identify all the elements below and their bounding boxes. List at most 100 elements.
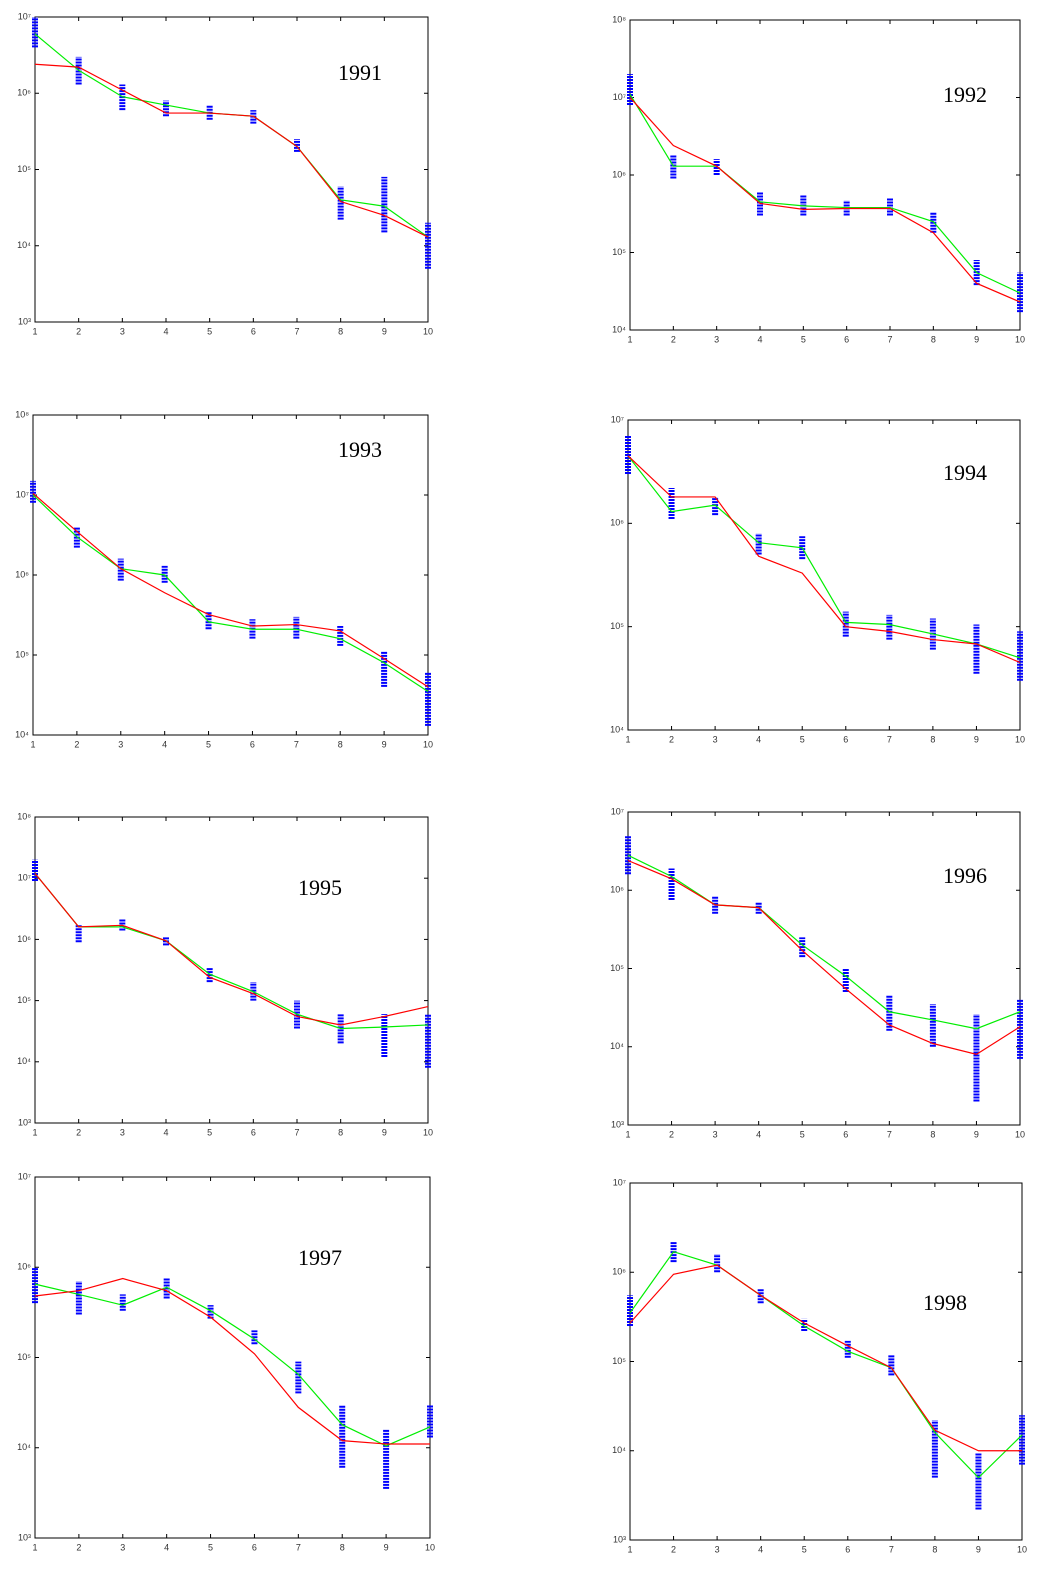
plot-area — [629, 19, 1021, 331]
y-tick-label: 10⁷ — [611, 806, 624, 816]
y-tick-label: 10⁵ — [17, 995, 31, 1005]
x-tick-label: 10 — [1017, 1544, 1027, 1554]
x-tick-label: 6 — [251, 326, 256, 336]
x-tick-label: 9 — [974, 1129, 979, 1139]
y-tick-label: 10⁷ — [611, 414, 624, 424]
y-tick-label: 10⁸ — [15, 409, 29, 419]
x-tick-label: 5 — [206, 739, 211, 749]
chart-title: 1991 — [338, 60, 382, 85]
x-tick-label: 1 — [625, 1129, 630, 1139]
x-tick-label: 9 — [384, 1542, 389, 1552]
series-line — [627, 854, 1021, 1030]
x-tick-label: 2 — [74, 739, 79, 749]
x-tick-label: 1 — [627, 1544, 632, 1554]
x-tick-label: 9 — [382, 739, 387, 749]
x-tick-label: 7 — [296, 1542, 301, 1552]
x-tick-label: 4 — [758, 1544, 763, 1554]
series-line — [32, 492, 429, 688]
x-tick-label: 1 — [625, 734, 630, 744]
x-tick-label: 3 — [713, 734, 718, 744]
y-tick-label: 10⁶ — [17, 1262, 31, 1272]
y-tick-label: 10⁴ — [612, 1445, 626, 1455]
series-line — [627, 455, 1021, 659]
x-tick-label: 1 — [32, 1542, 37, 1552]
y-tick-label: 10⁵ — [612, 247, 626, 257]
y-tick-label: 10⁴ — [17, 1056, 31, 1066]
x-tick-label: 3 — [118, 739, 123, 749]
x-tick-label: 8 — [338, 739, 343, 749]
y-tick-label: 10⁷ — [16, 489, 29, 499]
x-tick-label: 3 — [713, 1129, 718, 1139]
x-tick-label: 8 — [338, 1127, 343, 1137]
chart-title: 1994 — [943, 460, 987, 485]
x-tick-label: 8 — [930, 1129, 935, 1139]
series-line — [32, 494, 429, 692]
x-tick-label: 4 — [756, 1129, 761, 1139]
x-tick-label: 7 — [294, 326, 299, 336]
y-tick-label: 10⁷ — [613, 1177, 626, 1187]
y-tick-label: 10⁶ — [610, 518, 624, 528]
y-tick-label: 10⁶ — [612, 1267, 626, 1277]
x-tick-label: 10 — [423, 739, 433, 749]
x-tick-label: 8 — [340, 1542, 345, 1552]
x-tick-label: 9 — [382, 1127, 387, 1137]
y-tick-label: 10³ — [18, 316, 31, 326]
y-tick-label: 10⁷ — [613, 92, 626, 102]
x-tick-label: 3 — [120, 1127, 125, 1137]
x-tick-label: 7 — [887, 334, 892, 344]
x-tick-label: 6 — [845, 1544, 850, 1554]
y-tick-label: 10⁸ — [17, 811, 31, 821]
series-line — [629, 93, 1021, 294]
x-tick-label: 9 — [976, 1544, 981, 1554]
plot-area — [627, 419, 1021, 731]
y-tick-label: 10⁵ — [612, 1356, 626, 1366]
plot-area — [32, 414, 429, 736]
x-tick-label: 5 — [207, 326, 212, 336]
y-tick-label: 10⁶ — [15, 569, 29, 579]
x-tick-label: 2 — [76, 1127, 81, 1137]
x-tick-label: 10 — [1015, 734, 1025, 744]
x-tick-label: 3 — [714, 334, 719, 344]
y-tick-label: 10⁶ — [17, 934, 31, 944]
x-tick-label: 6 — [843, 734, 848, 744]
y-tick-label: 10⁶ — [612, 169, 626, 179]
x-tick-label: 5 — [800, 1129, 805, 1139]
x-tick-label: 3 — [120, 1542, 125, 1552]
y-tick-label: 10⁵ — [610, 963, 624, 973]
x-tick-label: 10 — [423, 1127, 433, 1137]
series-line — [627, 859, 1021, 1055]
y-tick-label: 10⁷ — [18, 873, 31, 883]
x-tick-label: 4 — [757, 334, 762, 344]
chart-title: 1997 — [298, 1245, 342, 1270]
plot-area — [34, 16, 429, 323]
x-tick-label: 4 — [163, 326, 168, 336]
x-tick-label: 4 — [164, 1542, 169, 1552]
y-tick-label: 10⁴ — [17, 240, 31, 250]
x-tick-label: 2 — [76, 1542, 81, 1552]
x-tick-label: 4 — [162, 739, 167, 749]
series-line — [34, 1277, 430, 1445]
y-tick-label: 10⁴ — [610, 1041, 624, 1051]
x-tick-label: 7 — [294, 1127, 299, 1137]
x-tick-label: 1 — [32, 326, 37, 336]
y-tick-label: 10⁷ — [18, 1171, 31, 1181]
plot-area — [627, 811, 1021, 1126]
x-tick-label: 1 — [30, 739, 35, 749]
y-tick-label: 10⁴ — [612, 324, 626, 334]
x-tick-label: 6 — [843, 1129, 848, 1139]
series-line — [34, 872, 429, 1026]
chart-title: 1992 — [943, 82, 987, 107]
y-tick-label: 10³ — [611, 1119, 624, 1129]
x-tick-label: 2 — [671, 334, 676, 344]
y-tick-label: 10³ — [18, 1532, 31, 1542]
x-tick-label: 6 — [250, 739, 255, 749]
plot-area — [34, 1176, 431, 1539]
y-tick-label: 10⁵ — [17, 164, 31, 174]
x-tick-label: 9 — [974, 334, 979, 344]
x-tick-label: 8 — [338, 326, 343, 336]
y-tick-label: 10⁵ — [15, 649, 29, 659]
x-tick-label: 1 — [627, 334, 632, 344]
x-tick-label: 7 — [294, 739, 299, 749]
x-tick-label: 3 — [120, 326, 125, 336]
